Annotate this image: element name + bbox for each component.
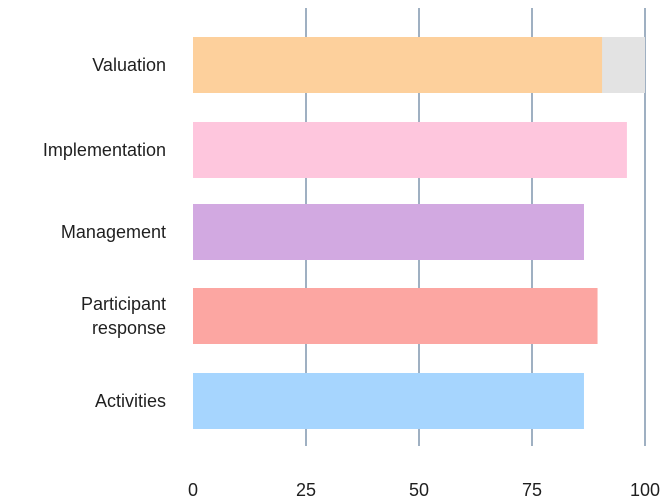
category-labels: Valuation Implementation Management Partici… bbox=[43, 55, 166, 411]
x-axis-tick-labels: 0 25 50 75 100 bbox=[188, 480, 660, 500]
category-label-3-line-1: response bbox=[92, 318, 166, 338]
bar-management bbox=[193, 204, 584, 260]
x-tick-label-75: 75 bbox=[522, 480, 542, 500]
category-label-1: Implementation bbox=[43, 140, 166, 160]
x-tick-label-50: 50 bbox=[409, 480, 429, 500]
bar-activities bbox=[193, 373, 584, 429]
category-label-0: Valuation bbox=[92, 55, 166, 75]
x-tick-label-25: 25 bbox=[296, 480, 316, 500]
x-tick-label-100: 100 bbox=[630, 480, 660, 500]
x-tick-label-0: 0 bbox=[188, 480, 198, 500]
bars bbox=[193, 37, 627, 429]
category-label-2: Management bbox=[61, 222, 166, 242]
category-label-4: Activities bbox=[95, 391, 166, 411]
bar-participant-response bbox=[193, 288, 598, 344]
bar-valuation bbox=[193, 37, 603, 93]
bar-implementation bbox=[193, 122, 627, 178]
category-label-3-line-0: Participant bbox=[81, 294, 166, 314]
